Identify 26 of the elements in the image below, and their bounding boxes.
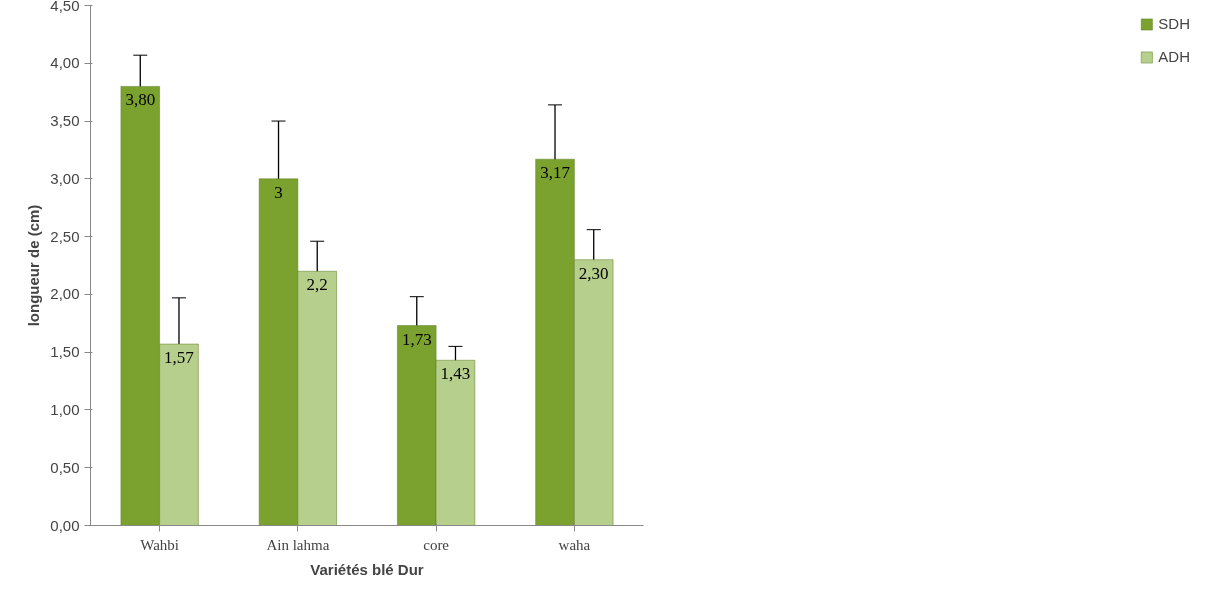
y-tick-label: 0,50 <box>50 458 80 476</box>
data-label: 1,73 <box>401 329 432 349</box>
legend-label: SDH <box>1158 15 1190 32</box>
data-label: 3,80 <box>125 90 156 110</box>
data-label: 2,2 <box>306 275 328 295</box>
y-axis-title: longueur de (cm) <box>25 204 43 327</box>
data-label: 2,30 <box>578 263 609 283</box>
y-tick-label: 1,50 <box>50 343 80 361</box>
data-label: 3,17 <box>540 163 571 183</box>
data-label: 1,57 <box>164 348 195 368</box>
data-label: 1,43 <box>440 364 471 384</box>
data-label: 3 <box>274 182 283 202</box>
y-tick-label: 3,00 <box>50 169 80 187</box>
x-tick-label: waha <box>558 536 591 553</box>
x-tick-label: Wahbi <box>140 536 180 553</box>
y-tick-label: 1,00 <box>50 400 80 418</box>
x-axis-title: Variétés blé Dur <box>310 560 424 578</box>
x-tick-label: Ain lahma <box>266 536 330 553</box>
legend-label: ADH <box>1158 48 1190 65</box>
y-tick-label: 4,50 <box>50 0 80 14</box>
y-tick-label: 3,50 <box>50 112 80 130</box>
y-tick-label: 4,00 <box>50 54 80 72</box>
y-tick-label: 2,00 <box>50 285 80 303</box>
x-tick-label: core <box>423 536 450 553</box>
y-tick-label: 0,00 <box>50 516 80 534</box>
y-tick-label: 2,50 <box>50 227 80 245</box>
